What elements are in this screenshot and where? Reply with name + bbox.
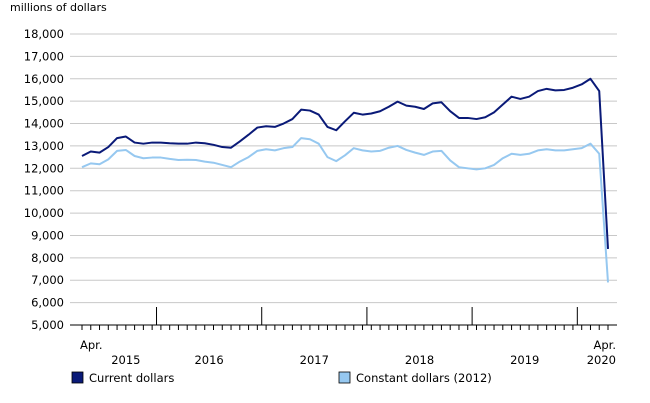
y-axis-ticks: 5,000 6,000 7,000 8,000 9,000 10,000 11,000 12,… [24,27,64,332]
y-tick-label: 10,000 [24,206,64,220]
x-year-label: 2018 [405,353,434,367]
legend-label: Constant dollars (2012) [356,371,492,385]
y-tick-label: 12,000 [24,161,64,175]
y-tick-label: 18,000 [24,27,64,41]
y-tick-label: 8,000 [31,251,64,265]
gridlines [70,33,617,326]
x-year-label: 2019 [510,353,539,367]
legend: Current dollars Constant dollars (2012) [71,371,492,385]
y-tick-label: 7,000 [31,273,64,287]
series-line [81,77,609,249]
y-tick-label: 11,000 [24,184,64,198]
legend-label: Current dollars [89,371,174,385]
y-tick-label: 15,000 [24,94,64,108]
y-tick-label: 17,000 [24,49,64,63]
y-tick-label: 13,000 [24,139,64,153]
y-tick-label: 6,000 [31,296,64,310]
series-line [81,137,609,283]
series-lines [81,77,609,283]
x-year-label: 2020 [587,353,616,367]
y-tick-label: 5,000 [31,318,64,332]
legend-swatch [338,371,351,384]
x-year-label: 2017 [300,353,329,367]
x-month-label: Apr. [80,338,103,352]
x-year-label: 2015 [111,353,140,367]
y-tick-label: 14,000 [24,117,64,131]
y-tick-label: 16,000 [24,72,64,86]
x-month-label: Apr. [594,338,617,352]
y-tick-label: 9,000 [31,228,64,242]
x-year-label: 2016 [194,353,223,367]
y-axis-title: millions of dollars [10,1,107,14]
legend-swatch [71,371,84,384]
